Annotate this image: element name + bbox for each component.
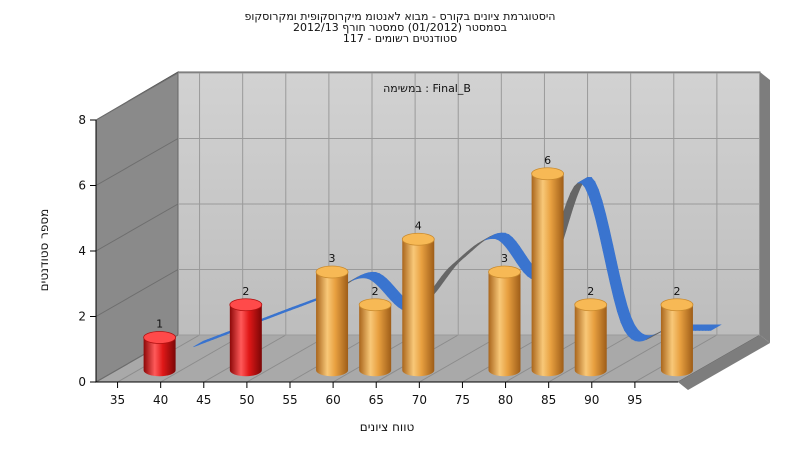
bar-top	[315, 265, 349, 279]
right-shadow	[760, 72, 770, 343]
annotation: במשימה : Final_B	[383, 82, 471, 95]
floor-shadow	[678, 335, 770, 390]
bar: 2	[229, 285, 263, 377]
x-tick-label: 70	[412, 393, 427, 407]
bar: 2	[358, 285, 392, 377]
bar-value-label: 1	[156, 318, 163, 331]
bar-top	[531, 167, 565, 181]
bar-body	[359, 304, 392, 377]
bar-top	[229, 298, 263, 312]
bar-value-label: 3	[501, 252, 508, 265]
x-tick-label: 75	[455, 393, 470, 407]
bar: 3	[315, 252, 349, 377]
x-tick-label: 40	[153, 393, 168, 407]
x-tick-label: 35	[110, 393, 125, 407]
floor-grid	[419, 334, 502, 383]
chart-title: היסטוגרמת ציונים בקורס - מבוא לאנטומ מיק…	[245, 10, 556, 45]
x-tick-label: 90	[584, 393, 599, 407]
x-tick-label: 55	[282, 393, 297, 407]
bar-top	[401, 232, 435, 246]
x-tick-label: 50	[239, 393, 254, 407]
x-tick-label: 65	[369, 393, 384, 407]
bar-value-label: 2	[242, 285, 249, 298]
bar-top	[574, 298, 608, 312]
ribbon-segment	[707, 324, 722, 331]
bar-top	[488, 265, 521, 279]
x-tick-label: 60	[325, 393, 340, 407]
y-tick-label: 2	[78, 310, 86, 324]
wall-grid	[95, 203, 179, 252]
bar-body	[402, 239, 435, 377]
x-axis-label: טווח ציונים	[360, 420, 415, 434]
bar-value-label: 2	[372, 285, 379, 298]
bar-value-label: 2	[587, 285, 594, 298]
bar: 1	[143, 318, 177, 377]
y-tick-label: 6	[78, 179, 86, 193]
bar-top	[143, 331, 177, 344]
bar-body	[574, 304, 607, 377]
bar: 4	[401, 219, 435, 377]
floor-grid	[246, 334, 330, 383]
wall-grid	[95, 138, 179, 186]
floor-grid	[160, 334, 243, 383]
bar-top	[660, 298, 694, 312]
title-line: היסטוגרמת ציונים בקורס - מבוא לאנטומ מיק…	[245, 10, 556, 23]
bar: 6	[531, 154, 565, 377]
bar-value-label: 3	[329, 252, 336, 265]
bar-body	[488, 272, 521, 377]
x-tick-label: 80	[498, 393, 513, 407]
bars: 1 2 3 2 4 3 6 2 2	[143, 154, 694, 377]
bar-body	[531, 173, 564, 377]
bar-body	[316, 272, 349, 377]
bar-value-label: 2	[673, 285, 680, 298]
bar: 2	[574, 285, 608, 377]
title-line: סטודנטים רשומים - 117	[343, 32, 457, 45]
axes: 0 2 4 6 8 35 40 45 50 55 60 65 70 75 80 85 90 95	[78, 113, 678, 407]
bar-value-label: 4	[415, 219, 422, 232]
wall-grid	[95, 72, 179, 121]
y-tick-label: 4	[78, 244, 86, 258]
x-tick-label: 45	[196, 393, 211, 407]
y-tick-label: 8	[78, 113, 86, 127]
bar: 2	[660, 285, 694, 377]
floor-grid	[591, 334, 675, 383]
bar-body	[143, 337, 176, 377]
y-tick-label: 0	[78, 375, 86, 389]
x-tick-label: 95	[627, 393, 642, 407]
bar-value-label: 6	[544, 154, 551, 167]
y-axis-label: מספר סטודנטים	[37, 209, 51, 292]
title-line: בסמסטר (01/2012) סמסטר חורף 2012/13	[293, 21, 507, 34]
x-tick-label: 85	[541, 393, 556, 407]
bar-body	[660, 304, 693, 377]
bar: 3	[488, 252, 521, 377]
wall-grid	[95, 269, 179, 317]
bar-body	[229, 304, 262, 377]
bar-top	[358, 298, 392, 312]
